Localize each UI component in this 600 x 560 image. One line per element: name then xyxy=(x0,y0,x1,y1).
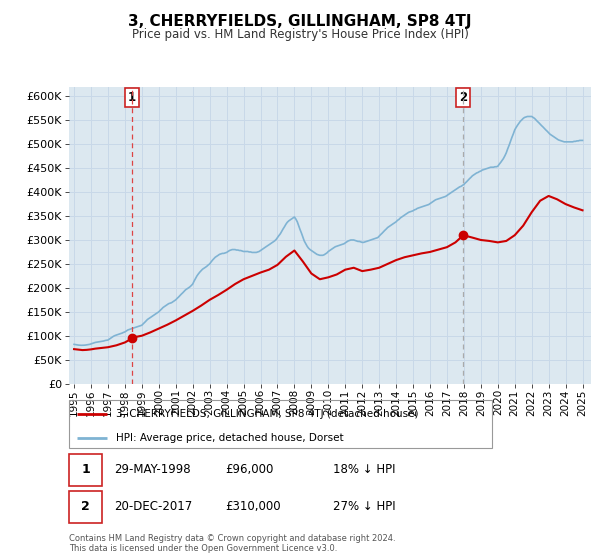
Text: 2: 2 xyxy=(81,500,90,514)
Text: 3, CHERRYFIELDS, GILLINGHAM, SP8 4TJ (detached house): 3, CHERRYFIELDS, GILLINGHAM, SP8 4TJ (de… xyxy=(116,409,418,419)
Text: 1: 1 xyxy=(81,463,90,477)
Text: 2: 2 xyxy=(460,91,467,104)
Text: 3, CHERRYFIELDS, GILLINGHAM, SP8 4TJ: 3, CHERRYFIELDS, GILLINGHAM, SP8 4TJ xyxy=(128,14,472,29)
Text: HPI: Average price, detached house, Dorset: HPI: Average price, detached house, Dors… xyxy=(116,432,343,442)
Text: Contains HM Land Registry data © Crown copyright and database right 2024.
This d: Contains HM Land Registry data © Crown c… xyxy=(69,534,395,553)
Text: Price paid vs. HM Land Registry's House Price Index (HPI): Price paid vs. HM Land Registry's House … xyxy=(131,28,469,41)
Text: £96,000: £96,000 xyxy=(225,463,274,477)
Text: 1: 1 xyxy=(128,91,136,104)
Text: 20-DEC-2017: 20-DEC-2017 xyxy=(114,500,192,514)
Text: 27% ↓ HPI: 27% ↓ HPI xyxy=(333,500,395,514)
Text: £310,000: £310,000 xyxy=(225,500,281,514)
Text: 18% ↓ HPI: 18% ↓ HPI xyxy=(333,463,395,477)
Text: 29-MAY-1998: 29-MAY-1998 xyxy=(114,463,191,477)
